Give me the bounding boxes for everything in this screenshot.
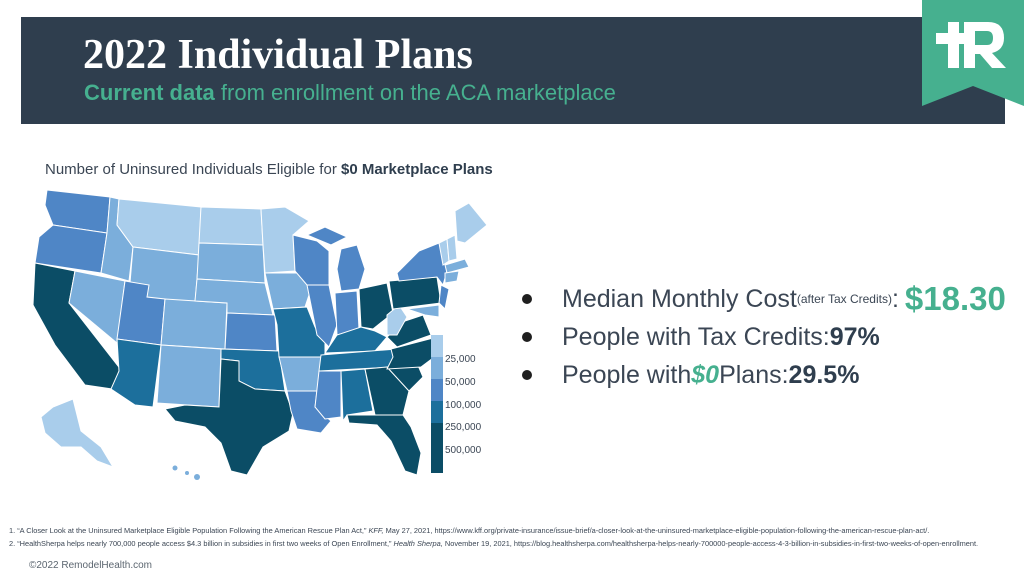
state-md (406, 304, 440, 318)
state-oh (358, 282, 394, 330)
bullet-icon (522, 370, 532, 380)
footnote-1: 1. “A Closer Look at the Uninsured Marke… (9, 526, 930, 535)
state-or (34, 224, 108, 274)
state-tx (164, 358, 294, 476)
state-nm (156, 344, 222, 408)
plus-r-logo-icon (922, 0, 1024, 106)
stat-tax-credits: People with Tax Credits: 97% (522, 318, 1006, 356)
state-me (454, 202, 488, 244)
state-ms (314, 370, 342, 420)
stat-zero-plans: People with $0 Plans: 29.5% (522, 356, 1006, 394)
state-sd (196, 242, 266, 284)
state-ma (444, 258, 470, 274)
state-ct (444, 270, 460, 284)
state-nd (198, 206, 264, 246)
stat-median-cost: Median Monthly Cost (after Tax Credits) … (522, 280, 1006, 318)
state-mi (336, 244, 366, 292)
subtitle-bold: Current data (84, 80, 215, 105)
legend-swatch-4 (431, 401, 443, 423)
state-ar (278, 356, 324, 392)
state-fl (346, 414, 422, 476)
state-az (110, 338, 162, 408)
plans-prefix: People with (562, 360, 692, 389)
plans-italic: $0 (691, 360, 720, 389)
state-mi-upper (305, 226, 349, 246)
subtitle-rest: from enrollment on the ACA marketplace (214, 80, 616, 105)
state-al (340, 368, 374, 423)
footnotes: 1. “A Closer Look at the Uninsured Marke… (9, 524, 978, 550)
state-pa (388, 276, 442, 310)
state-hi (172, 465, 178, 471)
legend-label-3: 100,000 (445, 400, 482, 411)
stats-list: Median Monthly Cost (after Tax Credits) … (522, 280, 1006, 394)
map-title-prefix: Number of Uninsured Individuals Eligible… (45, 161, 341, 178)
plans-value: 29.5% (788, 360, 860, 389)
map-legend: 25,000 50,000 100,000 250,000 500,000 (431, 335, 482, 473)
state-mo (272, 306, 326, 360)
legend-swatch-1 (431, 335, 443, 357)
plans-suffix: Plans: (719, 360, 789, 389)
state-nj (438, 284, 450, 311)
state-nh (446, 234, 458, 262)
footnote-2: 2. “HealthSherpa helps nearly 700,000 pe… (9, 539, 979, 548)
cost-colon: : (891, 284, 899, 313)
page-subtitle: Current data from enrollment on the ACA … (84, 80, 616, 106)
state-ky (324, 326, 388, 354)
legend-label-4: 250,000 (445, 422, 482, 433)
legend-label-5: 500,000 (445, 445, 482, 456)
legend-swatch-5 (431, 423, 443, 473)
cost-value: $18.30 (904, 280, 1006, 317)
credits-label: People with Tax Credits: (562, 322, 830, 351)
state-ny (396, 242, 448, 287)
bullet-icon (522, 294, 532, 304)
state-co (160, 298, 228, 350)
legend-label-2: 50,000 (445, 377, 476, 388)
page-title: 2022 Individual Plans (83, 32, 473, 78)
state-ks (224, 312, 278, 352)
cost-label: Median Monthly Cost (562, 284, 797, 313)
map-title: Number of Uninsured Individuals Eligible… (45, 161, 493, 178)
us-choropleth-map: 25,000 50,000 100,000 250,000 500,000 (32, 189, 488, 480)
map-title-bold: $0 Marketplace Plans (340, 161, 493, 178)
header-banner: 2022 Individual Plans Current data from … (21, 17, 1005, 124)
cost-note: (after Tax Credits) (796, 292, 892, 306)
legend-label-1: 25,000 (445, 354, 476, 365)
state-ak (40, 398, 115, 468)
legend-swatch-3 (431, 379, 443, 401)
copyright: ©2022 RemodelHealth.com (29, 560, 152, 571)
credits-value: 97% (829, 322, 880, 351)
legend-swatch-2 (431, 357, 443, 379)
bullet-icon (522, 332, 532, 342)
